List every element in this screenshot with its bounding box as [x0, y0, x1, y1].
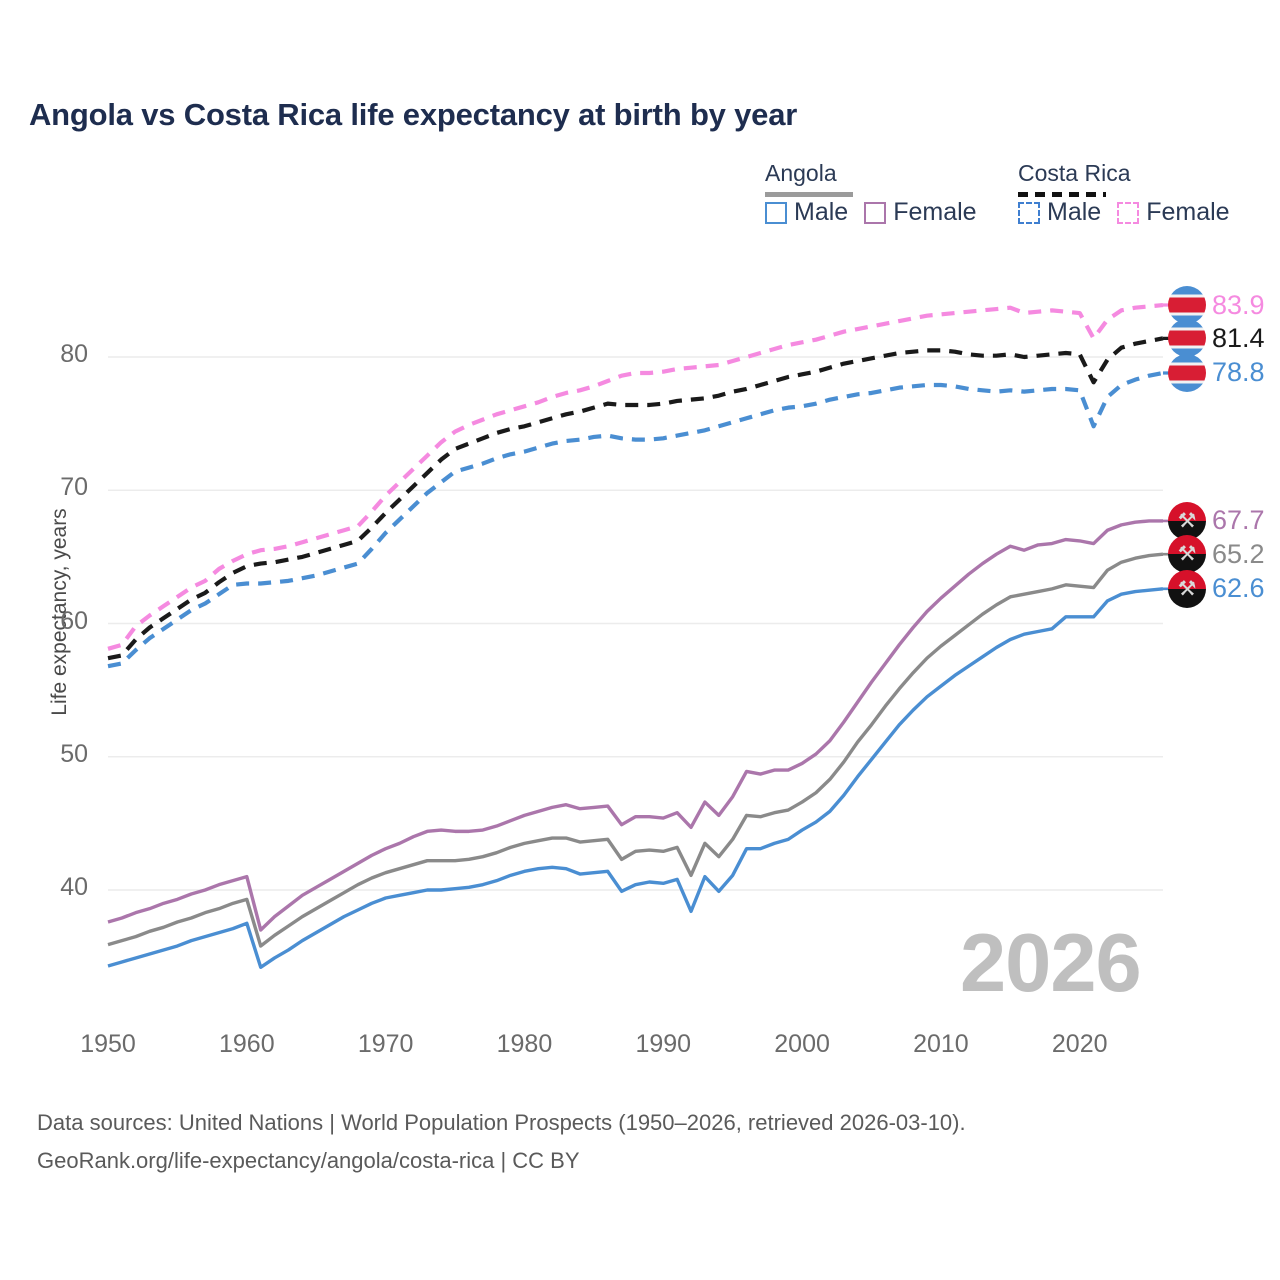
series-line-costa-rica-total [107, 336, 1164, 661]
x-tick-label-2000: 2000 [774, 1030, 830, 1058]
end-label-angola-total: ⚒ 65.2 [1168, 535, 1265, 574]
legend-label-angola-female: Female [893, 198, 977, 226]
end-value-costa-rica-total: 81.4 [1212, 322, 1265, 353]
x-tick-label-1990: 1990 [635, 1030, 692, 1058]
angola-flag-icon: ⚒ [1168, 535, 1206, 574]
legend-group-costa-rica: Costa Rica Male Female [1018, 160, 1230, 226]
footer-data-sources: Data sources: United Nations | World Pop… [37, 1110, 966, 1135]
x-tick-label-2020: 2020 [1051, 1030, 1108, 1058]
end-label-costa-rica-male: 78.8 [1168, 353, 1265, 392]
end-value-costa-rica-male: 78.8 [1212, 357, 1265, 388]
end-value-costa-rica-female: 83.9 [1212, 289, 1265, 320]
angola-flag-icon: ⚒ [1168, 501, 1206, 540]
angola-emblem-icon: ⚒ [1177, 577, 1197, 601]
series-line-angola-total [107, 552, 1164, 948]
y-tick-label-80: 80 [60, 340, 88, 368]
legend-swatch-costa-rica-female [1117, 201, 1140, 224]
angola-emblem-icon: ⚒ [1177, 509, 1197, 533]
costa-rica-flag-icon [1168, 353, 1206, 392]
costa-rica-flag-icon [1168, 319, 1206, 358]
legend-item-angola-female[interactable]: Female [864, 198, 977, 227]
legend-group-angola: Angola Male Female [765, 160, 977, 226]
chart-legend: Angola Male Female Costa Rica Male [760, 160, 1260, 240]
y-tick-label-60: 60 [60, 606, 88, 635]
series-line-angola-female [107, 519, 1163, 932]
end-label-angola-male: ⚒ 62.6 [1168, 569, 1265, 608]
end-value-angola-total: 65.2 [1212, 538, 1265, 569]
angola-flag-icon: ⚒ [1168, 569, 1206, 608]
legend-item-costa-rica-male[interactable]: Male [1018, 198, 1101, 227]
legend-country-costa-rica: Costa Rica [1018, 160, 1131, 186]
legend-label-costa-rica-male: Male [1047, 198, 1102, 226]
end-label-costa-rica-total: 81.4 [1168, 319, 1265, 358]
x-tick-label-1960: 1960 [219, 1030, 275, 1058]
legend-swatch-costa-rica-male [1018, 201, 1040, 224]
x-tick-label-2010: 2010 [913, 1030, 969, 1058]
series-line-costa-rica-female [107, 302, 1164, 651]
end-label-costa-rica-female: 83.9 [1168, 286, 1265, 325]
y-tick-label-40: 40 [60, 873, 88, 901]
page-title: Angola vs Costa Rica life expectancy at … [29, 97, 798, 132]
costa-rica-flag-icon [1168, 286, 1206, 325]
x-tick-label-1980: 1980 [496, 1030, 553, 1058]
series-line-costa-rica-male [107, 370, 1164, 669]
y-tick-label-70: 70 [60, 473, 88, 502]
legend-swatch-angola-male [765, 201, 787, 224]
x-tick-label-1970: 1970 [357, 1030, 414, 1058]
legend-rule-angola [765, 192, 853, 197]
legend-item-costa-rica-female[interactable]: Female [1117, 198, 1230, 227]
end-value-angola-male: 62.6 [1212, 573, 1265, 604]
series-line-angola-male [107, 587, 1164, 969]
legend-rule-costa-rica [1018, 192, 1106, 197]
end-label-angola-female: ⚒ 67.7 [1168, 501, 1265, 540]
x-tick-label-1950: 1950 [80, 1030, 136, 1058]
end-value-angola-female: 67.7 [1212, 505, 1265, 536]
legend-country-angola: Angola [765, 160, 837, 186]
legend-label-costa-rica-female: Female [1146, 198, 1230, 226]
angola-emblem-icon: ⚒ [1177, 542, 1197, 566]
legend-label-angola-male: Male [794, 198, 849, 226]
footer-attribution[interactable]: GeoRank.org/life-expectancy/angola/costa… [37, 1148, 580, 1173]
legend-swatch-angola-female [864, 201, 887, 224]
legend-item-angola-male[interactable]: Male [765, 198, 848, 227]
year-watermark: 2026 [960, 916, 1142, 1009]
y-tick-label-50: 50 [60, 739, 88, 768]
